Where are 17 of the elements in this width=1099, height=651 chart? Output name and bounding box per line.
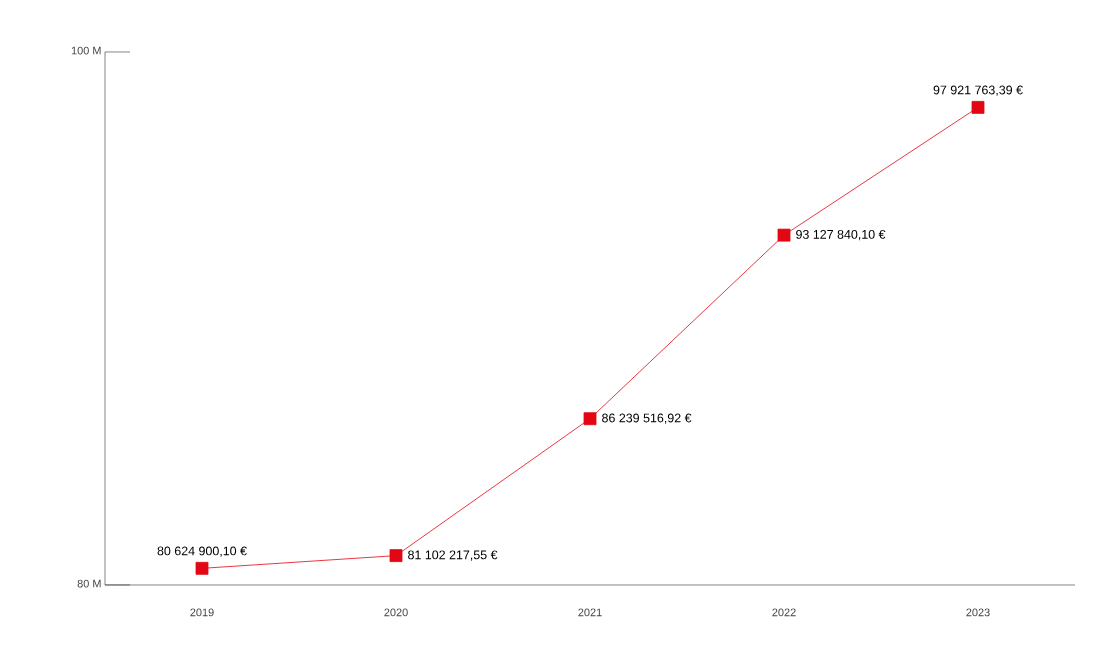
data-label: 86 239 516,92 € [602, 413, 692, 424]
x-tick-label: 2022 [772, 608, 796, 617]
x-tick-label: 2021 [578, 608, 602, 617]
point [971, 100, 985, 114]
y-tick-label: 80 M [77, 579, 101, 588]
point [777, 228, 791, 242]
data-label: 81 102 217,55 € [408, 550, 498, 561]
point [583, 412, 597, 426]
x-tick-label: 2019 [190, 608, 214, 617]
x-tick-label: 2020 [384, 608, 408, 617]
point [195, 561, 209, 575]
data-label: 97 921 763,39 € [933, 85, 1023, 96]
x-tick-label: 2023 [966, 608, 990, 617]
data-label: 93 127 840,10 € [796, 229, 886, 241]
data-label: 80 624 900,10 € [157, 546, 247, 557]
y-tick-label: 100 M [71, 46, 101, 55]
point [389, 549, 403, 563]
